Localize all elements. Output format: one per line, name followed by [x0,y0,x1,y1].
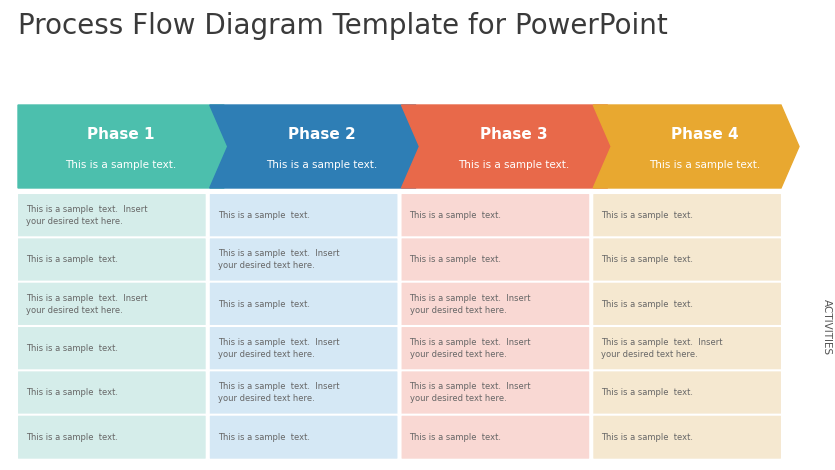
FancyBboxPatch shape [17,326,207,371]
Text: This is a sample text.: This is a sample text. [650,160,761,170]
Polygon shape [402,105,625,188]
FancyBboxPatch shape [401,326,590,371]
Text: This is a sample  text.: This is a sample text. [218,433,310,442]
Polygon shape [593,105,799,188]
Text: Phase 3: Phase 3 [479,126,547,141]
FancyBboxPatch shape [592,370,782,415]
FancyBboxPatch shape [209,193,398,238]
Text: This is a sample  text.: This is a sample text. [601,300,693,309]
FancyBboxPatch shape [209,370,398,415]
Text: This is a sample  text.  Insert
your desired text here.: This is a sample text. Insert your desir… [409,338,531,359]
Text: This is a sample  text.  Insert
your desired text here.: This is a sample text. Insert your desir… [218,338,339,359]
FancyBboxPatch shape [592,415,782,460]
Text: Phase 2: Phase 2 [288,126,356,141]
Text: This is a sample  text.: This is a sample text. [218,300,310,309]
Text: Process Flow Diagram Template for PowerPoint: Process Flow Diagram Template for PowerP… [18,12,668,40]
FancyBboxPatch shape [401,237,590,282]
FancyBboxPatch shape [17,415,207,460]
FancyBboxPatch shape [17,370,207,415]
Text: This is a sample  text.: This is a sample text. [601,211,693,220]
Text: This is a sample  text.  Insert
your desired text here.: This is a sample text. Insert your desir… [601,338,723,359]
FancyBboxPatch shape [401,193,590,238]
FancyBboxPatch shape [592,237,782,282]
Text: This is a sample  text.: This is a sample text. [26,344,118,353]
FancyBboxPatch shape [401,415,590,460]
Text: Phase 1: Phase 1 [87,126,154,141]
FancyBboxPatch shape [17,193,207,238]
FancyBboxPatch shape [592,282,782,327]
Text: This is a sample  text.: This is a sample text. [26,388,118,397]
Text: This is a sample  text.  Insert
your desired text here.: This is a sample text. Insert your desir… [218,250,339,270]
Text: This is a sample  text.  Insert
your desired text here.: This is a sample text. Insert your desir… [26,205,148,226]
Text: This is a sample  text.: This is a sample text. [26,433,118,442]
FancyBboxPatch shape [209,415,398,460]
Text: This is a sample  text.  Insert
your desired text here.: This is a sample text. Insert your desir… [218,383,339,403]
Text: ACTIVITIES: ACTIVITIES [822,299,832,355]
FancyBboxPatch shape [209,326,398,371]
Text: This is a sample text.: This is a sample text. [458,160,569,170]
Polygon shape [210,105,433,188]
FancyBboxPatch shape [209,282,398,327]
FancyBboxPatch shape [592,193,782,238]
Polygon shape [18,105,242,188]
Text: This is a sample text.: This is a sample text. [266,160,377,170]
Text: This is a sample  text.: This is a sample text. [601,255,693,264]
FancyBboxPatch shape [17,282,207,327]
Text: This is a sample  text.: This is a sample text. [601,388,693,397]
FancyBboxPatch shape [401,282,590,327]
Text: This is a sample  text.  Insert
your desired text here.: This is a sample text. Insert your desir… [409,383,531,403]
Text: Phase 4: Phase 4 [671,126,739,141]
Text: This is a sample  text.: This is a sample text. [26,255,118,264]
Text: This is a sample  text.: This is a sample text. [601,433,693,442]
Text: This is a sample  text.: This is a sample text. [409,433,502,442]
Text: This is a sample  text.: This is a sample text. [409,255,502,264]
FancyBboxPatch shape [592,326,782,371]
FancyBboxPatch shape [401,370,590,415]
Text: This is a sample  text.: This is a sample text. [409,211,502,220]
Text: This is a sample  text.  Insert
your desired text here.: This is a sample text. Insert your desir… [26,294,148,314]
Text: This is a sample  text.  Insert
your desired text here.: This is a sample text. Insert your desir… [409,294,531,314]
Text: This is a sample  text.: This is a sample text. [218,211,310,220]
FancyBboxPatch shape [209,237,398,282]
Text: This is a sample text.: This is a sample text. [65,160,176,170]
FancyBboxPatch shape [17,237,207,282]
